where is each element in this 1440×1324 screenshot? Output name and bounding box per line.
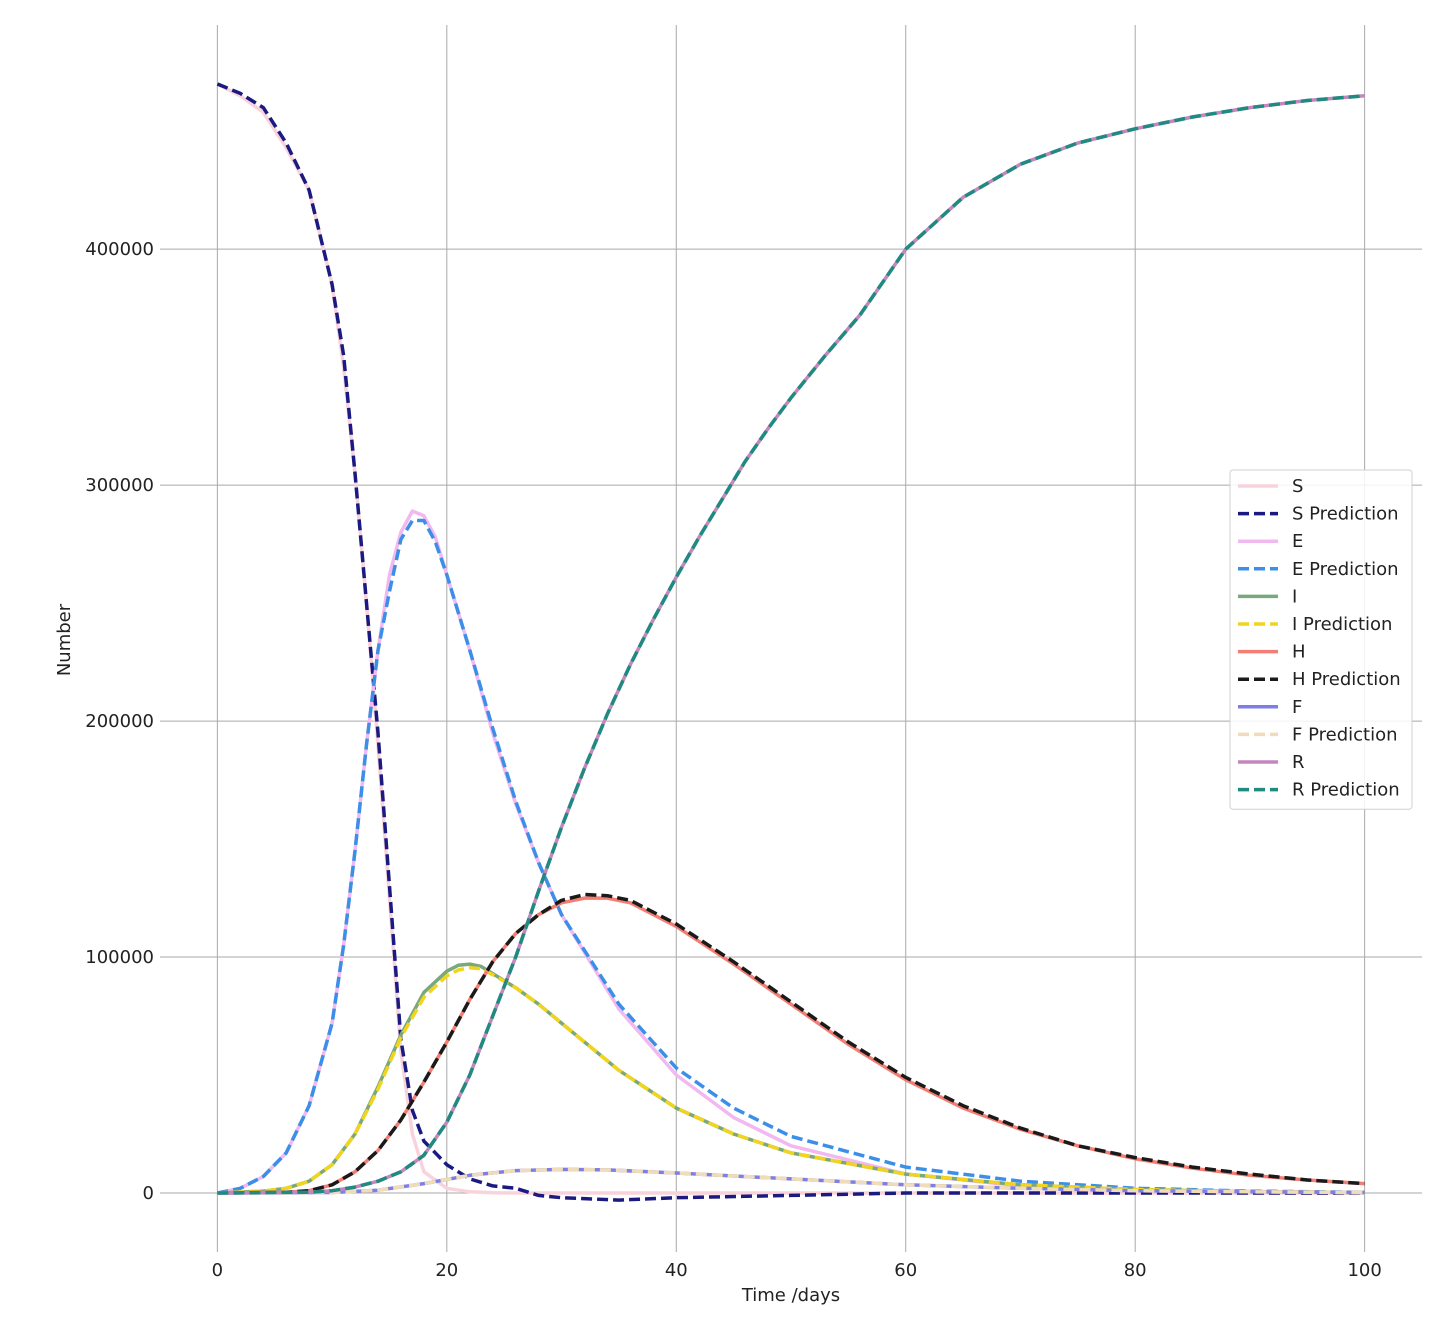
legend-label: H	[1292, 642, 1306, 663]
legend-label: I	[1292, 586, 1297, 607]
legend-label: S	[1292, 476, 1303, 497]
legend-label: I Prediction	[1292, 614, 1392, 635]
series-line-i-prediction	[217, 965, 1365, 1195]
series-line-e	[217, 509, 1365, 1195]
series-line-h	[217, 896, 1365, 1195]
y-tick-label: 100000	[85, 947, 154, 968]
series-line-s-prediction	[216, 82, 1365, 1202]
x-tick-label: 60	[894, 1260, 917, 1281]
legend-label: H Prediction	[1292, 669, 1401, 690]
legend-label: F	[1292, 697, 1302, 718]
series-line-h-prediction	[217, 892, 1365, 1195]
x-axis-label: Time /days	[741, 1285, 840, 1306]
legend-label: R	[1292, 752, 1305, 773]
x-tick-label: 100	[1347, 1260, 1381, 1281]
y-tick-label: 200000	[85, 711, 154, 732]
series-line-i	[217, 962, 1365, 1195]
series-line-r	[217, 94, 1365, 1195]
legend: S S Prediction E E Prediction I I Prediction H…	[1229, 469, 1413, 810]
legend-label: F Prediction	[1292, 724, 1398, 745]
series-line-e-prediction	[217, 518, 1365, 1195]
series-line-f-prediction	[217, 1167, 1365, 1195]
legend-label: E Prediction	[1292, 559, 1399, 580]
x-tick-label: 0	[212, 1260, 223, 1281]
x-tick-label: 80	[1124, 1260, 1147, 1281]
series-layer	[216, 82, 1365, 1202]
y-tick-label: 300000	[85, 475, 154, 496]
legend-label: S Prediction	[1292, 504, 1399, 525]
legend-label: R Prediction	[1292, 780, 1400, 801]
x-tick-label: 40	[665, 1260, 688, 1281]
legend-box	[1229, 469, 1413, 810]
y-tick-label: 400000	[85, 239, 154, 260]
series-line-r-prediction	[217, 94, 1365, 1195]
y-axis-label: Number	[54, 603, 75, 676]
x-tick-label: 20	[435, 1260, 458, 1281]
series-line-s	[216, 82, 1365, 1195]
legend-label: E	[1292, 531, 1303, 552]
y-tick-label: 0	[143, 1183, 154, 1204]
tick-labels: 0 20 40 60 80 100 0 100000 200000 300000 400000	[85, 239, 1382, 1281]
